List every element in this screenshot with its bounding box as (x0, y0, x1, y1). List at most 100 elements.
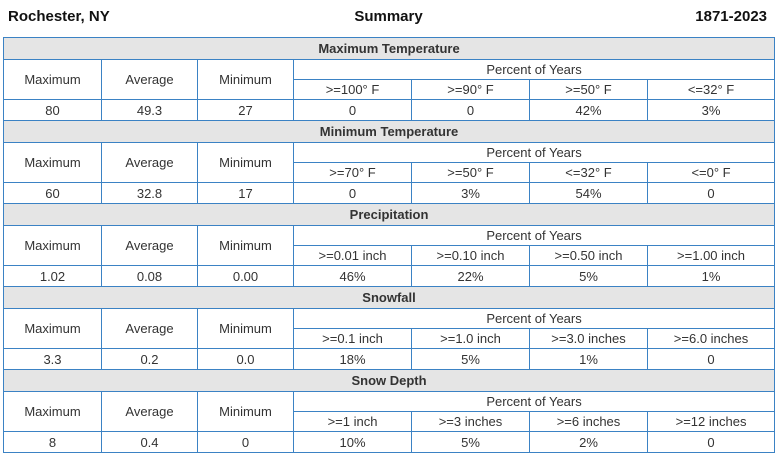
percent-value: 0 (646, 431, 776, 453)
section-header-row: Precipitation (2, 203, 776, 226)
percent-value: 42% (529, 99, 648, 121)
section-header-row: Snow Depth (2, 369, 776, 392)
average-value: 49.3 (101, 99, 198, 121)
percent-of-years-header: Percent of Years (292, 308, 776, 329)
column-label-row: Maximum Average Minimum Percent of Years (3, 142, 776, 183)
threshold-row: >=1 inch >=3 inches >=6 inches >=12 inches (4, 411, 776, 432)
threshold-header: >=0.10 inch (411, 245, 530, 266)
average-value: 32.8 (101, 182, 198, 204)
threshold-header: >=3.0 inches (529, 328, 648, 349)
percent-value: 46% (293, 265, 412, 287)
minimum-header: Minimum (197, 225, 294, 266)
percent-value: 5% (529, 265, 648, 287)
section-title: Snowfall (2, 286, 776, 309)
maximum-value: 8 (3, 431, 102, 453)
threshold-row: >=0.01 inch >=0.10 inch >=0.50 inch >=1.00 … (4, 245, 776, 266)
threshold-header: >=0.50 inch (529, 245, 648, 266)
threshold-header: >=1 inch (293, 411, 412, 432)
percent-value: 0 (293, 99, 412, 121)
threshold-header: >=6 inches (529, 411, 648, 432)
average-header: Average (101, 59, 198, 100)
page-title: Summary (354, 8, 423, 25)
threshold-header: >=50° F (411, 162, 530, 183)
threshold-row: >=100° F >=90° F >=50° F <=32° F (4, 79, 776, 100)
percent-value: 0 (293, 182, 412, 204)
percent-of-years-header: Percent of Years (292, 225, 776, 246)
percent-value: 3% (411, 182, 530, 204)
minimum-header: Minimum (197, 142, 294, 183)
section-title: Snow Depth (2, 369, 776, 392)
section-header-row: Snowfall (2, 286, 776, 309)
percent-of-years-header: Percent of Years (292, 59, 776, 80)
percent-of-years-header: Percent of Years (292, 391, 776, 412)
climate-summary-table: Maximum Temperature Maximum Average Minimum… (2, 37, 776, 453)
value-row: 60 32.8 17 0 3% 54% 0 (3, 182, 776, 204)
minimum-header: Minimum (197, 308, 294, 349)
maximum-value: 80 (3, 99, 102, 121)
threshold-header: <=32° F (529, 162, 648, 183)
minimum-header: Minimum (197, 59, 294, 100)
threshold-header: >=0.1 inch (293, 328, 412, 349)
threshold-header: >=6.0 inches (646, 328, 776, 349)
threshold-header: >=1.0 inch (411, 328, 530, 349)
average-header: Average (101, 308, 198, 349)
threshold-header: >=3 inches (411, 411, 530, 432)
threshold-header: >=12 inches (646, 411, 776, 432)
section-title: Maximum Temperature (2, 37, 776, 60)
maximum-header: Maximum (3, 225, 102, 266)
threshold-header: >=90° F (411, 79, 530, 100)
percent-value: 1% (529, 348, 648, 370)
percent-value: 0 (411, 99, 530, 121)
minimum-value: 17 (197, 182, 294, 204)
maximum-header: Maximum (3, 308, 102, 349)
location-title: Rochester, NY (8, 8, 110, 25)
average-header: Average (101, 391, 198, 432)
value-row: 8 0.4 0 10% 5% 2% 0 (3, 431, 776, 453)
threshold-header: <=32° F (646, 79, 776, 100)
percent-value: 5% (411, 348, 530, 370)
year-range: 1871-2023 (695, 8, 767, 25)
percent-value: 2% (529, 431, 648, 453)
percent-value: 0 (646, 348, 776, 370)
threshold-header: <=0° F (646, 162, 776, 183)
section-header-row: Minimum Temperature (2, 120, 776, 143)
report-header: Rochester, NY Summary 1871-2023 (0, 0, 777, 34)
average-value: 0.2 (101, 348, 198, 370)
percent-value: 10% (293, 431, 412, 453)
section-title: Minimum Temperature (2, 120, 776, 143)
minimum-value: 0 (197, 431, 294, 453)
value-row: 1.02 0.08 0.00 46% 22% 5% 1% (3, 265, 776, 287)
percent-value: 5% (411, 431, 530, 453)
maximum-value: 3.3 (3, 348, 102, 370)
threshold-header: >=1.00 inch (646, 245, 776, 266)
column-label-row: Maximum Average Minimum Percent of Years (3, 225, 776, 266)
threshold-header: >=100° F (293, 79, 412, 100)
maximum-value: 60 (3, 182, 102, 204)
threshold-row: >=0.1 inch >=1.0 inch >=3.0 inches >=6.0 in… (4, 328, 776, 349)
percent-value: 22% (411, 265, 530, 287)
minimum-value: 27 (197, 99, 294, 121)
minimum-header: Minimum (197, 391, 294, 432)
section-title: Precipitation (2, 203, 776, 226)
value-row: 80 49.3 27 0 0 42% 3% (3, 99, 776, 121)
threshold-header: >=70° F (293, 162, 412, 183)
percent-value: 1% (646, 265, 776, 287)
maximum-header: Maximum (3, 59, 102, 100)
column-label-row: Maximum Average Minimum Percent of Years (3, 59, 776, 100)
column-label-row: Maximum Average Minimum Percent of Years (3, 391, 776, 432)
percent-value: 0 (646, 182, 776, 204)
minimum-value: 0.00 (197, 265, 294, 287)
percent-of-years-header: Percent of Years (292, 142, 776, 163)
minimum-value: 0.0 (197, 348, 294, 370)
average-value: 0.08 (101, 265, 198, 287)
maximum-value: 1.02 (3, 265, 102, 287)
threshold-header: >=0.01 inch (293, 245, 412, 266)
average-header: Average (101, 142, 198, 183)
maximum-header: Maximum (3, 142, 102, 183)
maximum-header: Maximum (3, 391, 102, 432)
percent-value: 54% (529, 182, 648, 204)
percent-value: 18% (293, 348, 412, 370)
average-value: 0.4 (101, 431, 198, 453)
value-row: 3.3 0.2 0.0 18% 5% 1% 0 (3, 348, 776, 370)
percent-value: 3% (646, 99, 776, 121)
